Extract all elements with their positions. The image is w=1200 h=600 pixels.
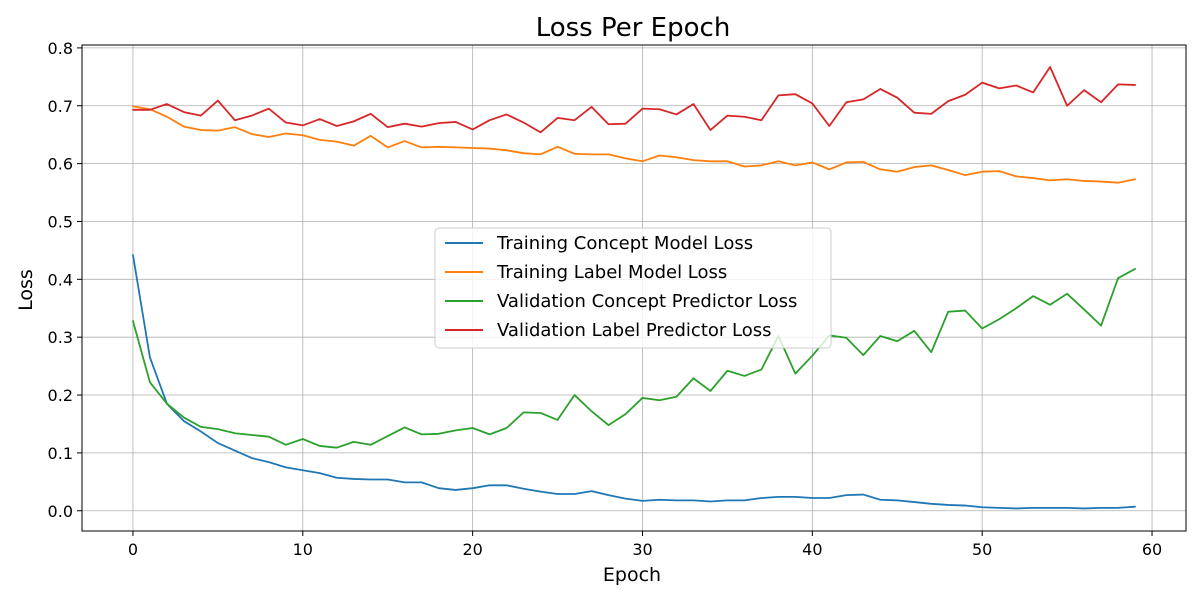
x-tick-label: 50 [972,540,992,559]
series-line [132,66,1136,134]
series-line [132,105,1136,184]
legend: Training Concept Model Loss Training Labe… [434,227,832,349]
x-axis-label: Epoch [603,564,661,586]
y-tick-label: 0.4 [48,270,73,289]
y-axis-label: Loss [15,269,37,311]
y-tick-label: 0.7 [48,97,73,116]
y-tick-label: 0.1 [48,444,73,463]
y-tick-label: 0.3 [48,328,73,347]
y-tick-label: 0.0 [48,502,73,521]
x-tick-label: 30 [632,540,652,559]
x-tick-label: 0 [128,540,138,559]
y-tick-label: 0.5 [48,212,73,231]
legend-label: Training Concept Model Loss [496,233,753,254]
y-tick-label: 0.2 [48,386,73,405]
chart-title: Loss Per Epoch [536,13,731,43]
y-tick-label: 0.6 [48,155,73,174]
series-line [132,268,1136,449]
series-line [132,254,1136,510]
legend-label: Validation Concept Predictor Loss [497,291,797,312]
plot-frame [81,44,1187,532]
legend-label: Training Label Model Loss [496,262,727,283]
x-tick-label: 10 [293,540,313,559]
axis-ticks: 0 10 20 30 40 50 60 0.0 0.1 0.2 0.3 0.4 0.5 0.6 0.7 0.8 [48,39,1163,559]
legend-label: Validation Label Predictor Loss [497,320,772,341]
series-lines [132,66,1136,510]
x-tick-label: 40 [802,540,822,559]
x-tick-label: 20 [462,540,482,559]
y-tick-label: 0.8 [48,39,73,58]
x-tick-label: 60 [1142,540,1162,559]
legend-box [434,227,832,349]
